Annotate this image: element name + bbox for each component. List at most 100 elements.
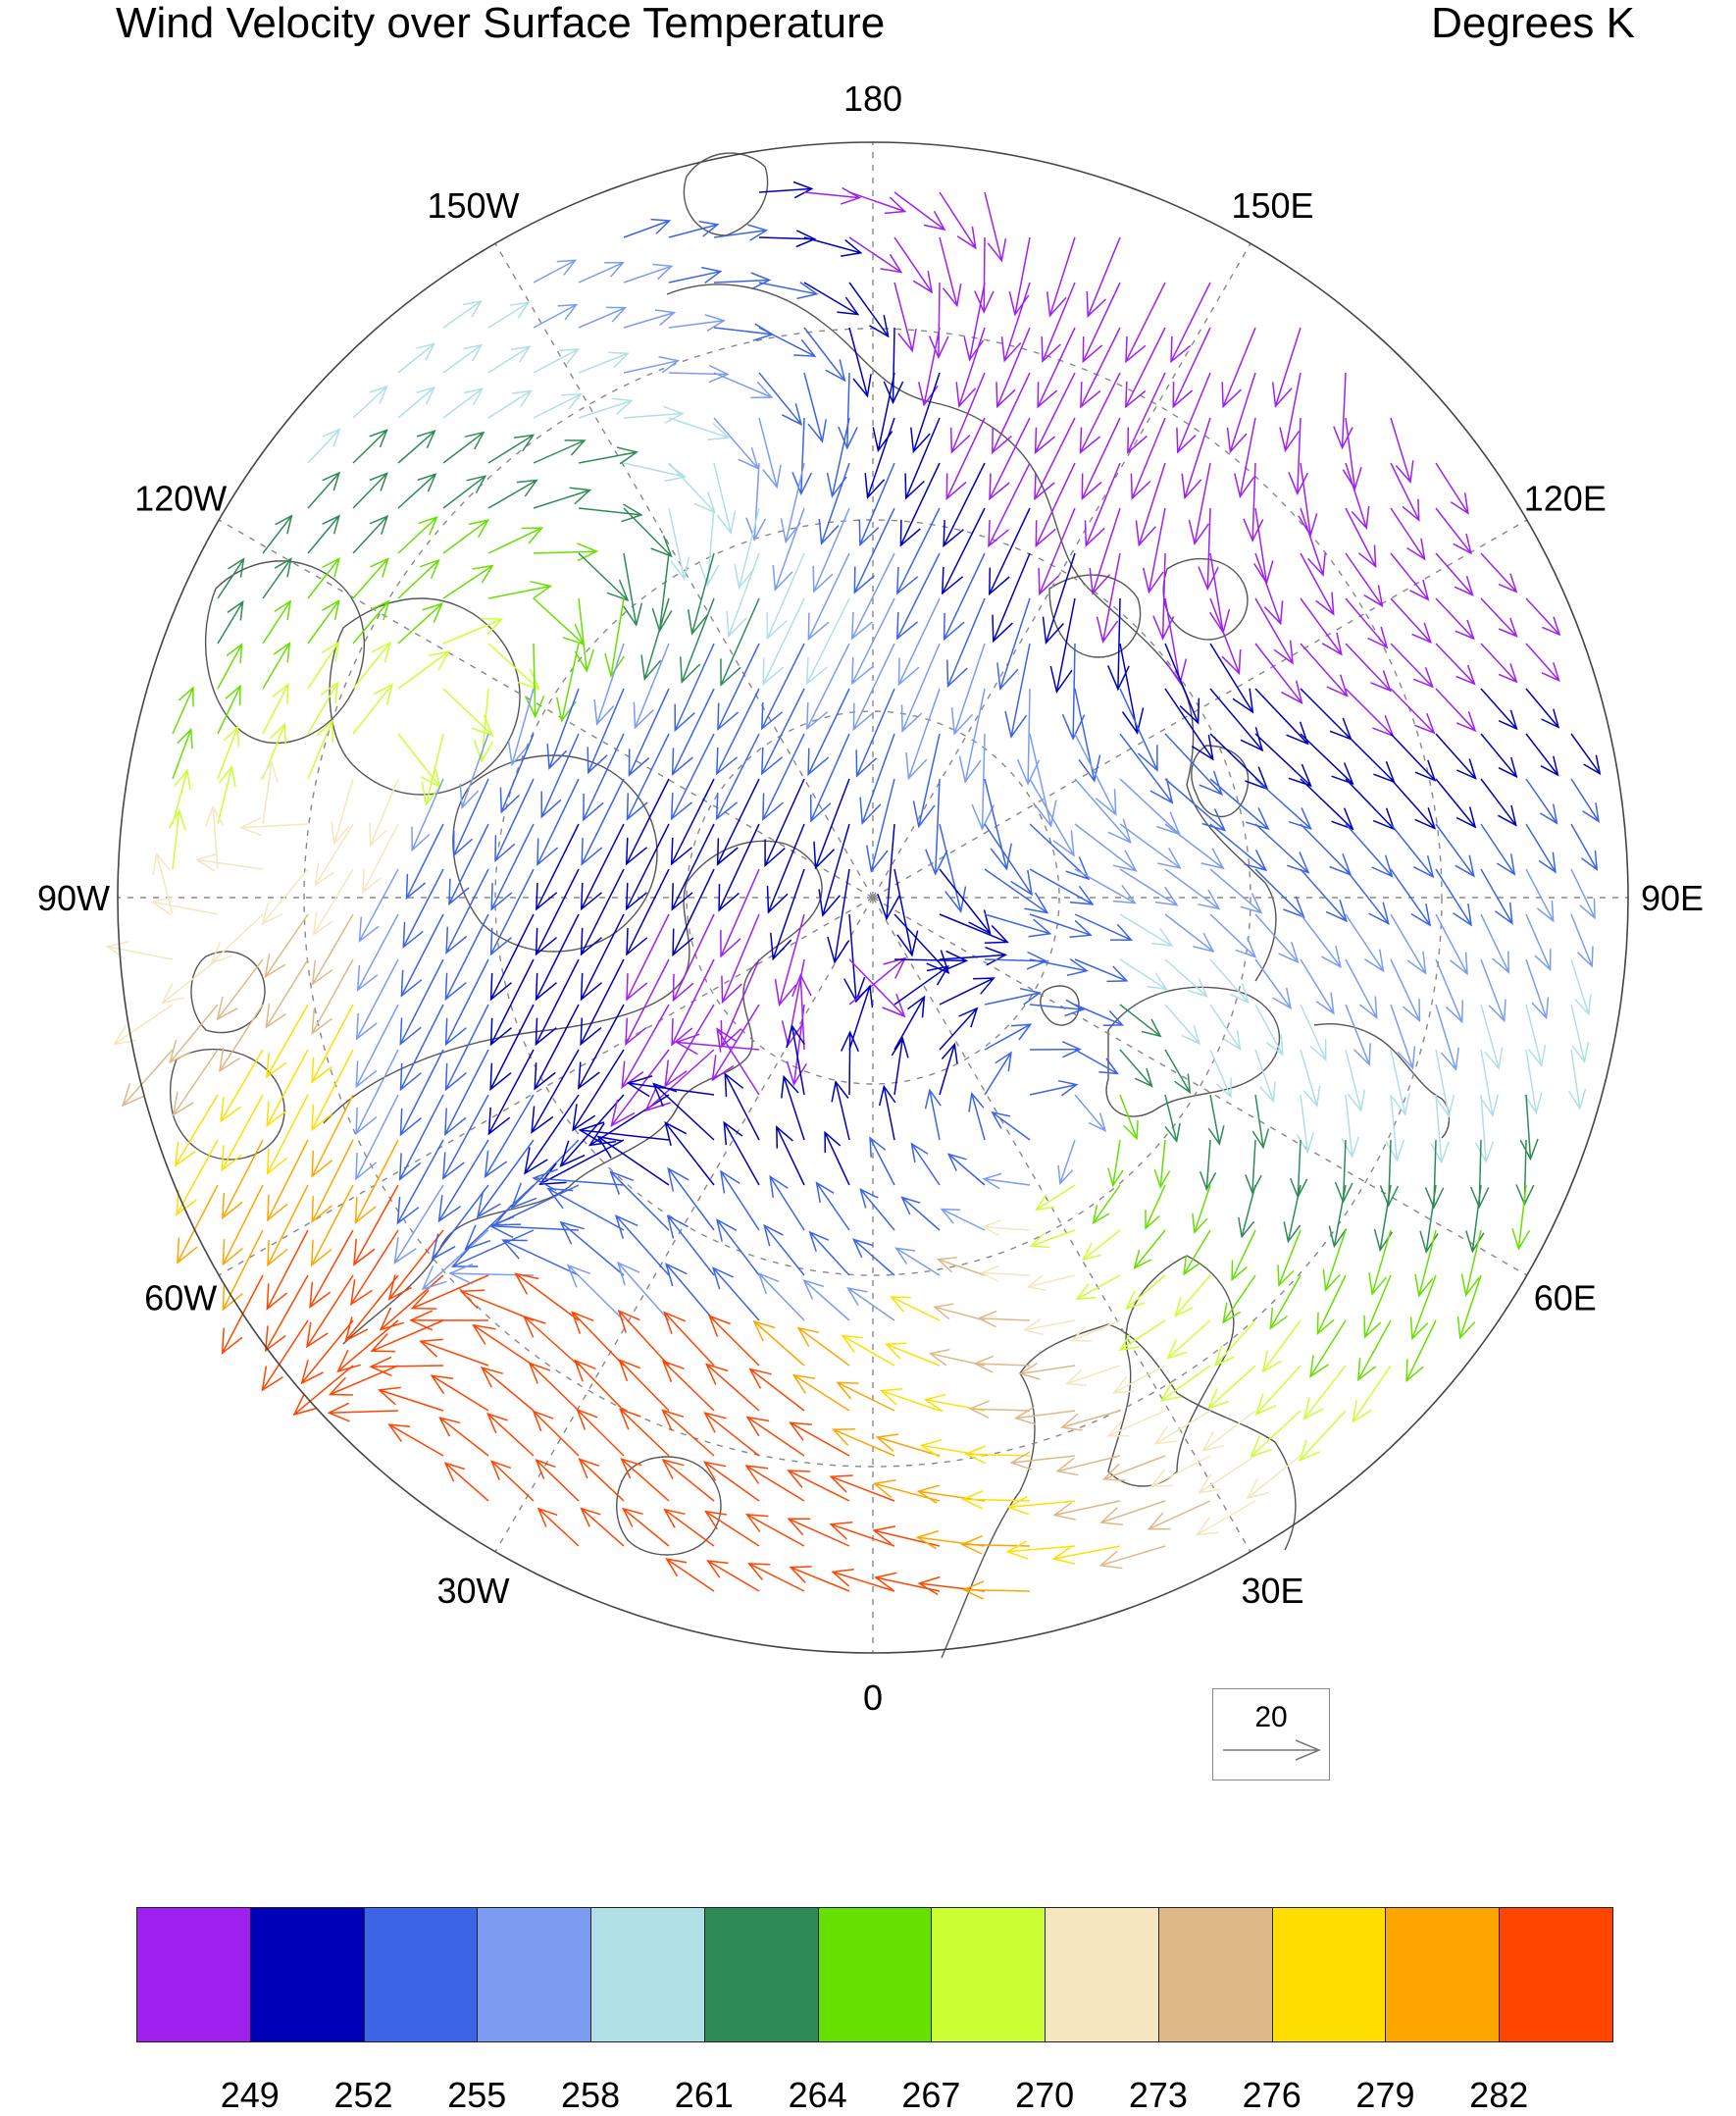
wind-vector-shaft bbox=[442, 1094, 489, 1179]
wind-vector-shaft bbox=[1254, 643, 1302, 704]
wind-vector-shaft bbox=[662, 1360, 715, 1412]
wind-vector-shaft bbox=[1020, 1365, 1076, 1375]
wind-vector-shaft bbox=[473, 1324, 535, 1367]
coastline-segment bbox=[1040, 985, 1080, 1026]
wind-vector-shaft bbox=[713, 462, 732, 534]
wind-vector-head bbox=[805, 701, 829, 731]
wind-vector-head bbox=[977, 1310, 997, 1328]
wind-vector-shaft bbox=[894, 996, 926, 1051]
wind-vector-head bbox=[275, 514, 293, 535]
wind-vector-head bbox=[431, 1233, 456, 1261]
wind-vector-head bbox=[1246, 807, 1270, 831]
wind-vector-shaft bbox=[712, 1267, 760, 1321]
wind-vector-shaft bbox=[217, 601, 244, 645]
wind-vector-shaft bbox=[1119, 688, 1158, 771]
wind-vector-head bbox=[221, 1145, 242, 1172]
wind-vector-head bbox=[369, 822, 388, 848]
wind-vector-shaft bbox=[397, 387, 435, 419]
wind-vector-shaft bbox=[442, 387, 484, 419]
wind-vector-shaft bbox=[355, 1049, 399, 1134]
wind-vector-shaft bbox=[1300, 597, 1343, 655]
coastline-segment bbox=[190, 951, 266, 1034]
wind-vector-shaft bbox=[746, 1416, 805, 1457]
wind-vector-shaft bbox=[1034, 372, 1076, 453]
wind-vector-shaft bbox=[738, 507, 760, 589]
wind-vector-head bbox=[1494, 902, 1513, 925]
wind-vector-shaft bbox=[1435, 1049, 1451, 1116]
wind-vector-shaft bbox=[1117, 597, 1121, 690]
wind-vector-shaft bbox=[432, 1184, 489, 1260]
wind-vector-shaft bbox=[1209, 1094, 1221, 1145]
wind-vector-head bbox=[698, 220, 720, 237]
wind-vector-shaft bbox=[674, 643, 715, 731]
wind-vector-head bbox=[1055, 1457, 1079, 1476]
wind-vector-head bbox=[535, 1017, 557, 1047]
wind-vector-shaft bbox=[721, 958, 760, 1048]
wind-vector-head bbox=[1064, 999, 1086, 1017]
wind-vector-head bbox=[744, 1514, 769, 1532]
wind-vector-shaft bbox=[262, 600, 291, 645]
wind-vector-head bbox=[578, 1121, 605, 1144]
wind-vector-head bbox=[122, 1083, 145, 1108]
coastline-segment bbox=[1191, 745, 1250, 818]
wind-vector-head bbox=[1367, 626, 1389, 649]
wind-vector-head bbox=[745, 517, 767, 542]
wind-vector-head bbox=[1095, 789, 1117, 816]
wind-vector-shaft bbox=[1570, 823, 1598, 870]
wind-vector-shaft bbox=[1154, 1410, 1211, 1445]
wind-vector-shaft bbox=[442, 475, 486, 509]
wind-vector-head bbox=[958, 1006, 979, 1028]
wind-vector-shaft bbox=[1045, 552, 1076, 644]
wind-vector-head bbox=[717, 702, 740, 732]
wind-vector-shaft bbox=[996, 327, 1031, 407]
meridian-line bbox=[872, 519, 1528, 899]
wind-vector-shaft bbox=[1241, 1184, 1256, 1237]
wind-vector-head bbox=[1414, 1273, 1434, 1298]
longitude-label: 60E bbox=[1534, 1278, 1597, 1318]
wind-vector-shaft bbox=[774, 507, 805, 591]
wind-vector-head bbox=[665, 1558, 688, 1577]
colorbar-tick-label: 273 bbox=[1128, 2075, 1188, 2115]
wind-vector-shaft bbox=[1107, 1410, 1166, 1437]
wind-vector-shaft bbox=[1209, 597, 1241, 674]
wind-vector-shaft bbox=[1074, 913, 1132, 941]
wind-vector-head bbox=[517, 668, 540, 691]
wind-vector-head bbox=[1038, 567, 1059, 596]
wind-vector-head bbox=[734, 563, 755, 591]
wind-vector-head bbox=[1321, 632, 1343, 656]
wind-vector-head bbox=[1112, 850, 1138, 872]
wind-vector-shaft bbox=[1342, 1139, 1347, 1203]
wind-vector-shaft bbox=[1300, 823, 1352, 876]
wind-vector-shaft bbox=[217, 644, 243, 690]
colorbar-swatch bbox=[363, 1907, 479, 2042]
wind-vector-head bbox=[883, 956, 907, 979]
wind-vector-head bbox=[625, 1017, 647, 1047]
wind-vector-head bbox=[869, 315, 890, 338]
wind-vector-head bbox=[792, 181, 814, 199]
wind-vector-head bbox=[219, 1047, 240, 1073]
wind-vector-head bbox=[1000, 336, 1022, 363]
wind-vector-shaft bbox=[758, 372, 802, 426]
wind-vector-shaft bbox=[266, 1004, 309, 1078]
wind-vector-head bbox=[744, 1465, 769, 1484]
wind-vector-shaft bbox=[762, 597, 805, 685]
wind-vector-head bbox=[626, 927, 648, 956]
wind-vector-shaft bbox=[357, 913, 399, 991]
wind-vector-shaft bbox=[176, 1139, 219, 1215]
wind-vector-shaft bbox=[362, 823, 399, 893]
wind-vector-head bbox=[670, 837, 692, 866]
wind-vector-shaft bbox=[799, 975, 805, 1051]
wind-vector-shaft bbox=[1119, 1049, 1153, 1087]
wind-vector-head bbox=[355, 1012, 378, 1041]
wind-vector-shaft bbox=[580, 913, 625, 1001]
wind-vector-head bbox=[1347, 1089, 1366, 1112]
wind-vector-head bbox=[1246, 1477, 1269, 1500]
wind-vector-shaft bbox=[848, 191, 905, 213]
wind-vector-shaft bbox=[1371, 1229, 1392, 1295]
wind-vector-shaft bbox=[835, 1081, 850, 1141]
wind-vector-head bbox=[580, 882, 602, 911]
wind-vector-head bbox=[1450, 952, 1468, 976]
wind-vector-head bbox=[829, 1474, 853, 1493]
wind-vector-head bbox=[665, 1263, 688, 1287]
wind-vector-head bbox=[1214, 1345, 1235, 1368]
